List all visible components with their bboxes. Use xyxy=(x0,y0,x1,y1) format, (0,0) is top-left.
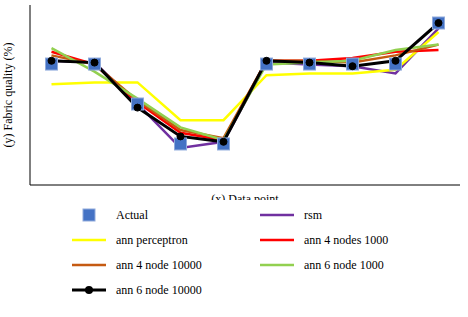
svg-text:(x) Data point: (x) Data point xyxy=(211,192,279,200)
html-text:ann 4 node 10000: ann 4 node 10000 xyxy=(116,257,202,272)
html-text:rsm: rsm xyxy=(304,207,322,222)
html-text:Actual: Actual xyxy=(116,207,148,222)
html-text:ann perceptron: ann perceptron xyxy=(116,232,188,247)
svg-text:(y) Fabric quality (%): (y) Fabric quality (%) xyxy=(8,43,15,148)
html-text:ann 6 node 1000: ann 6 node 1000 xyxy=(304,257,384,272)
html-text:ann 6 node 10000: ann 6 node 10000 xyxy=(116,282,202,297)
html-text:ann 4 nodes 1000: ann 4 nodes 1000 xyxy=(304,232,389,247)
